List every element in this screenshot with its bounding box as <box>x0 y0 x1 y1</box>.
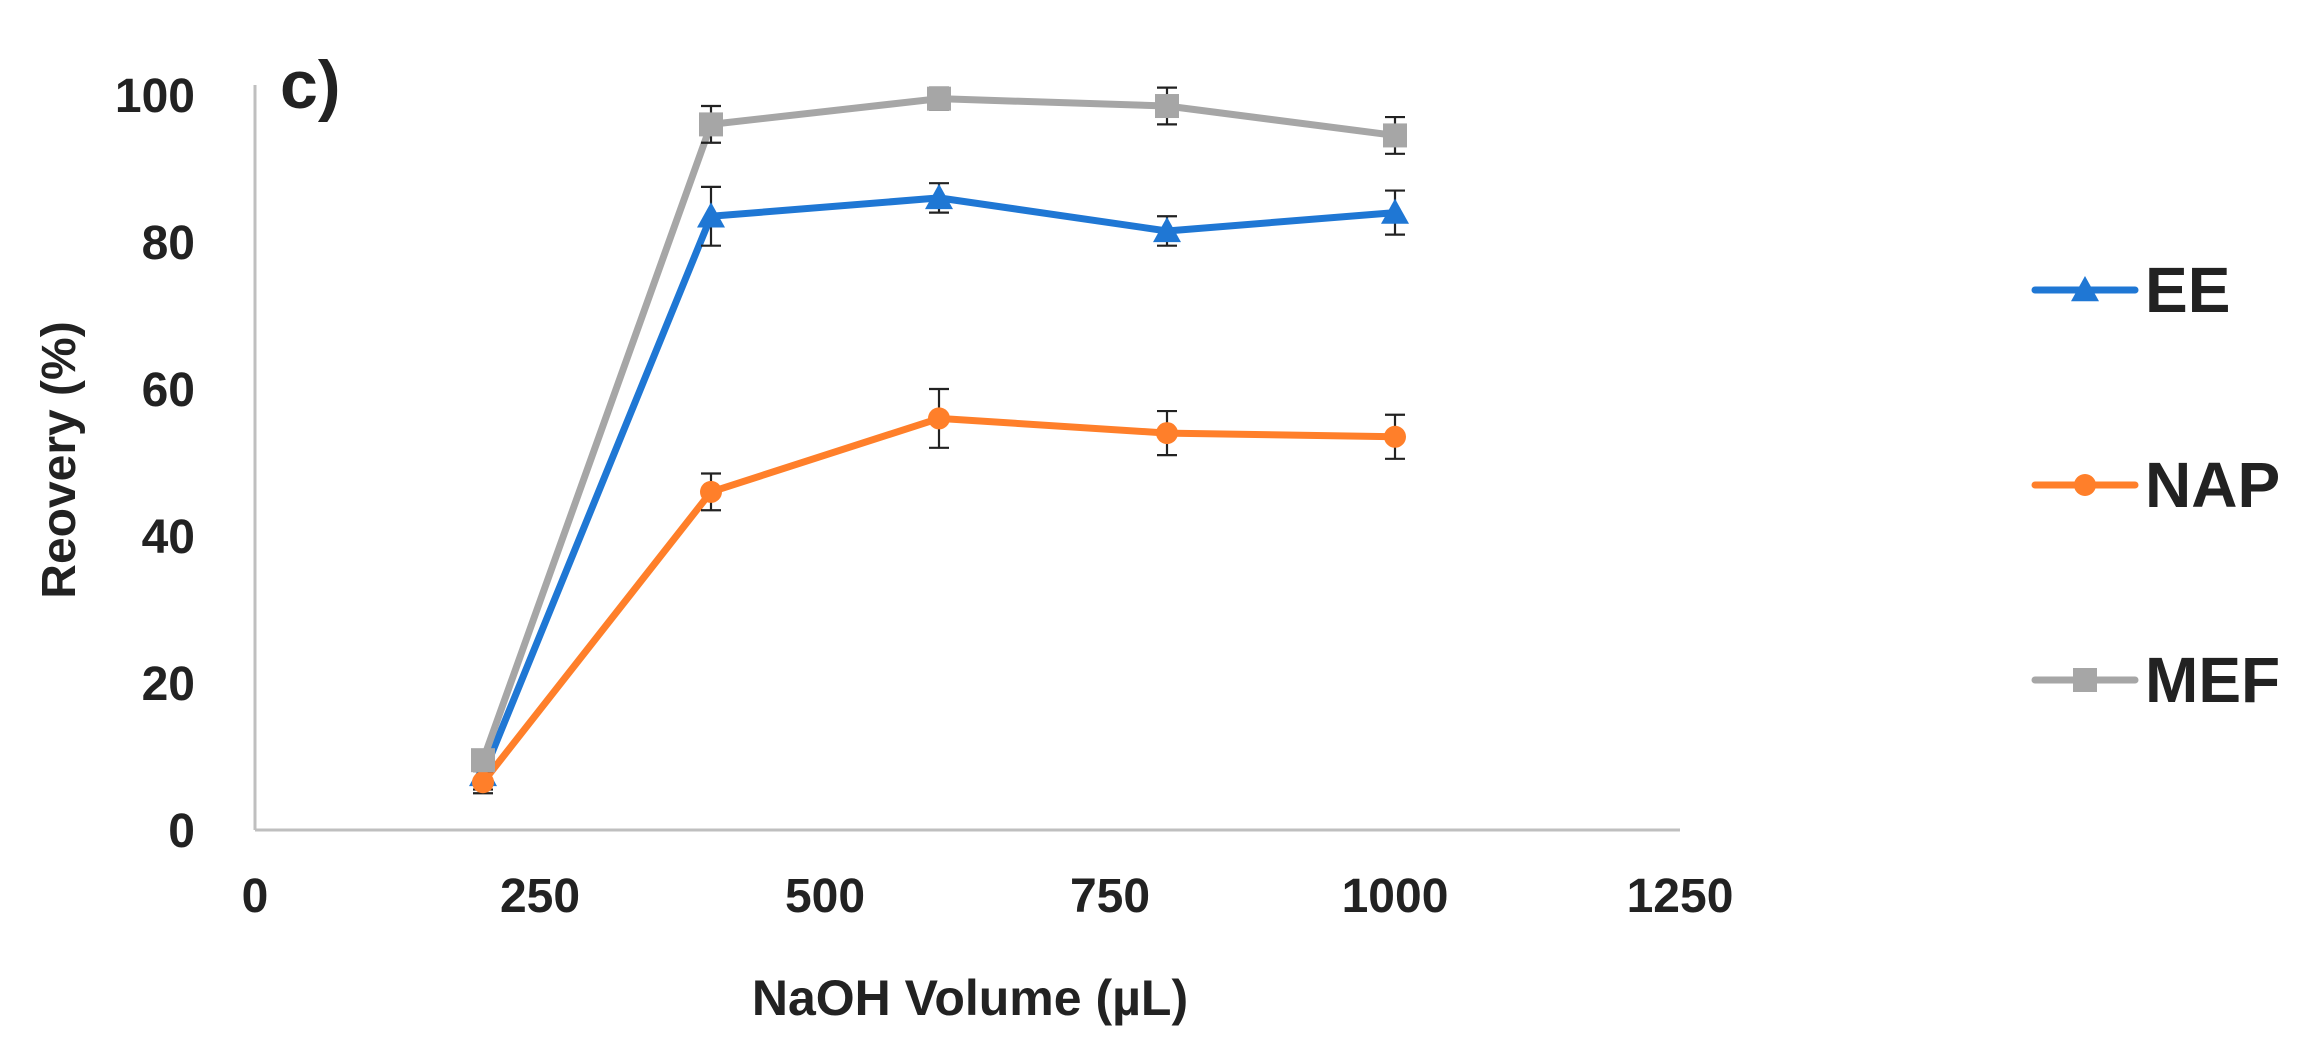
data-point-mef <box>1155 94 1179 119</box>
data-point-nap <box>700 480 722 503</box>
x-tick-label: 1000 <box>1342 870 1449 923</box>
x-axis-title: NaOH Volume (µL) <box>752 970 1188 1026</box>
data-point-ee <box>925 183 953 210</box>
y-axis-title: Reovery (%) <box>33 321 86 598</box>
data-point-ee <box>1381 198 1409 224</box>
data-point-ee <box>697 202 725 228</box>
x-tick-label: 0 <box>242 870 269 923</box>
axes <box>253 85 1680 832</box>
data-point-mef <box>927 86 951 111</box>
x-tick-label: 1250 <box>1627 870 1734 923</box>
data-point-nap <box>472 771 494 794</box>
y-tick-label: 100 <box>115 70 195 123</box>
series-group <box>469 86 1409 795</box>
legend-marker-mef <box>2073 668 2097 692</box>
series-mef <box>471 86 1407 773</box>
data-point-nap <box>928 407 950 430</box>
x-tick-label: 500 <box>785 870 865 923</box>
data-point-mef <box>699 112 723 137</box>
legend-item-nap: NAP <box>2031 449 2280 521</box>
y-tick-label: 60 <box>142 364 195 417</box>
data-point-ee <box>1153 216 1181 243</box>
legend-marker-ee <box>2071 276 2099 302</box>
series-ee <box>469 182 1409 791</box>
series-line-nap <box>479 414 1399 786</box>
y-tick-label: 80 <box>142 217 195 270</box>
panel-label: c) <box>280 47 340 123</box>
series-line-ee <box>479 194 1399 779</box>
legend-marker-nap <box>2074 474 2096 496</box>
y-tick-label: 20 <box>142 658 195 711</box>
legend-item-mef: MEF <box>2031 644 2280 716</box>
x-tick-label: 750 <box>1070 870 1150 923</box>
x-tick-label: 250 <box>500 870 580 923</box>
legend-label-ee: EE <box>2145 254 2230 326</box>
legend-label-mef: MEF <box>2145 644 2280 716</box>
y-tick-label: 0 <box>168 805 195 858</box>
data-point-mef <box>1383 123 1407 148</box>
legend-label-nap: NAP <box>2145 449 2280 521</box>
data-point-mef <box>471 748 495 773</box>
data-point-nap <box>1384 425 1406 448</box>
data-point-nap <box>1156 422 1178 445</box>
legend-item-ee: EE <box>2031 254 2230 326</box>
y-tick-label: 40 <box>142 511 195 564</box>
legend: EE NAP MEF <box>2031 254 2280 716</box>
